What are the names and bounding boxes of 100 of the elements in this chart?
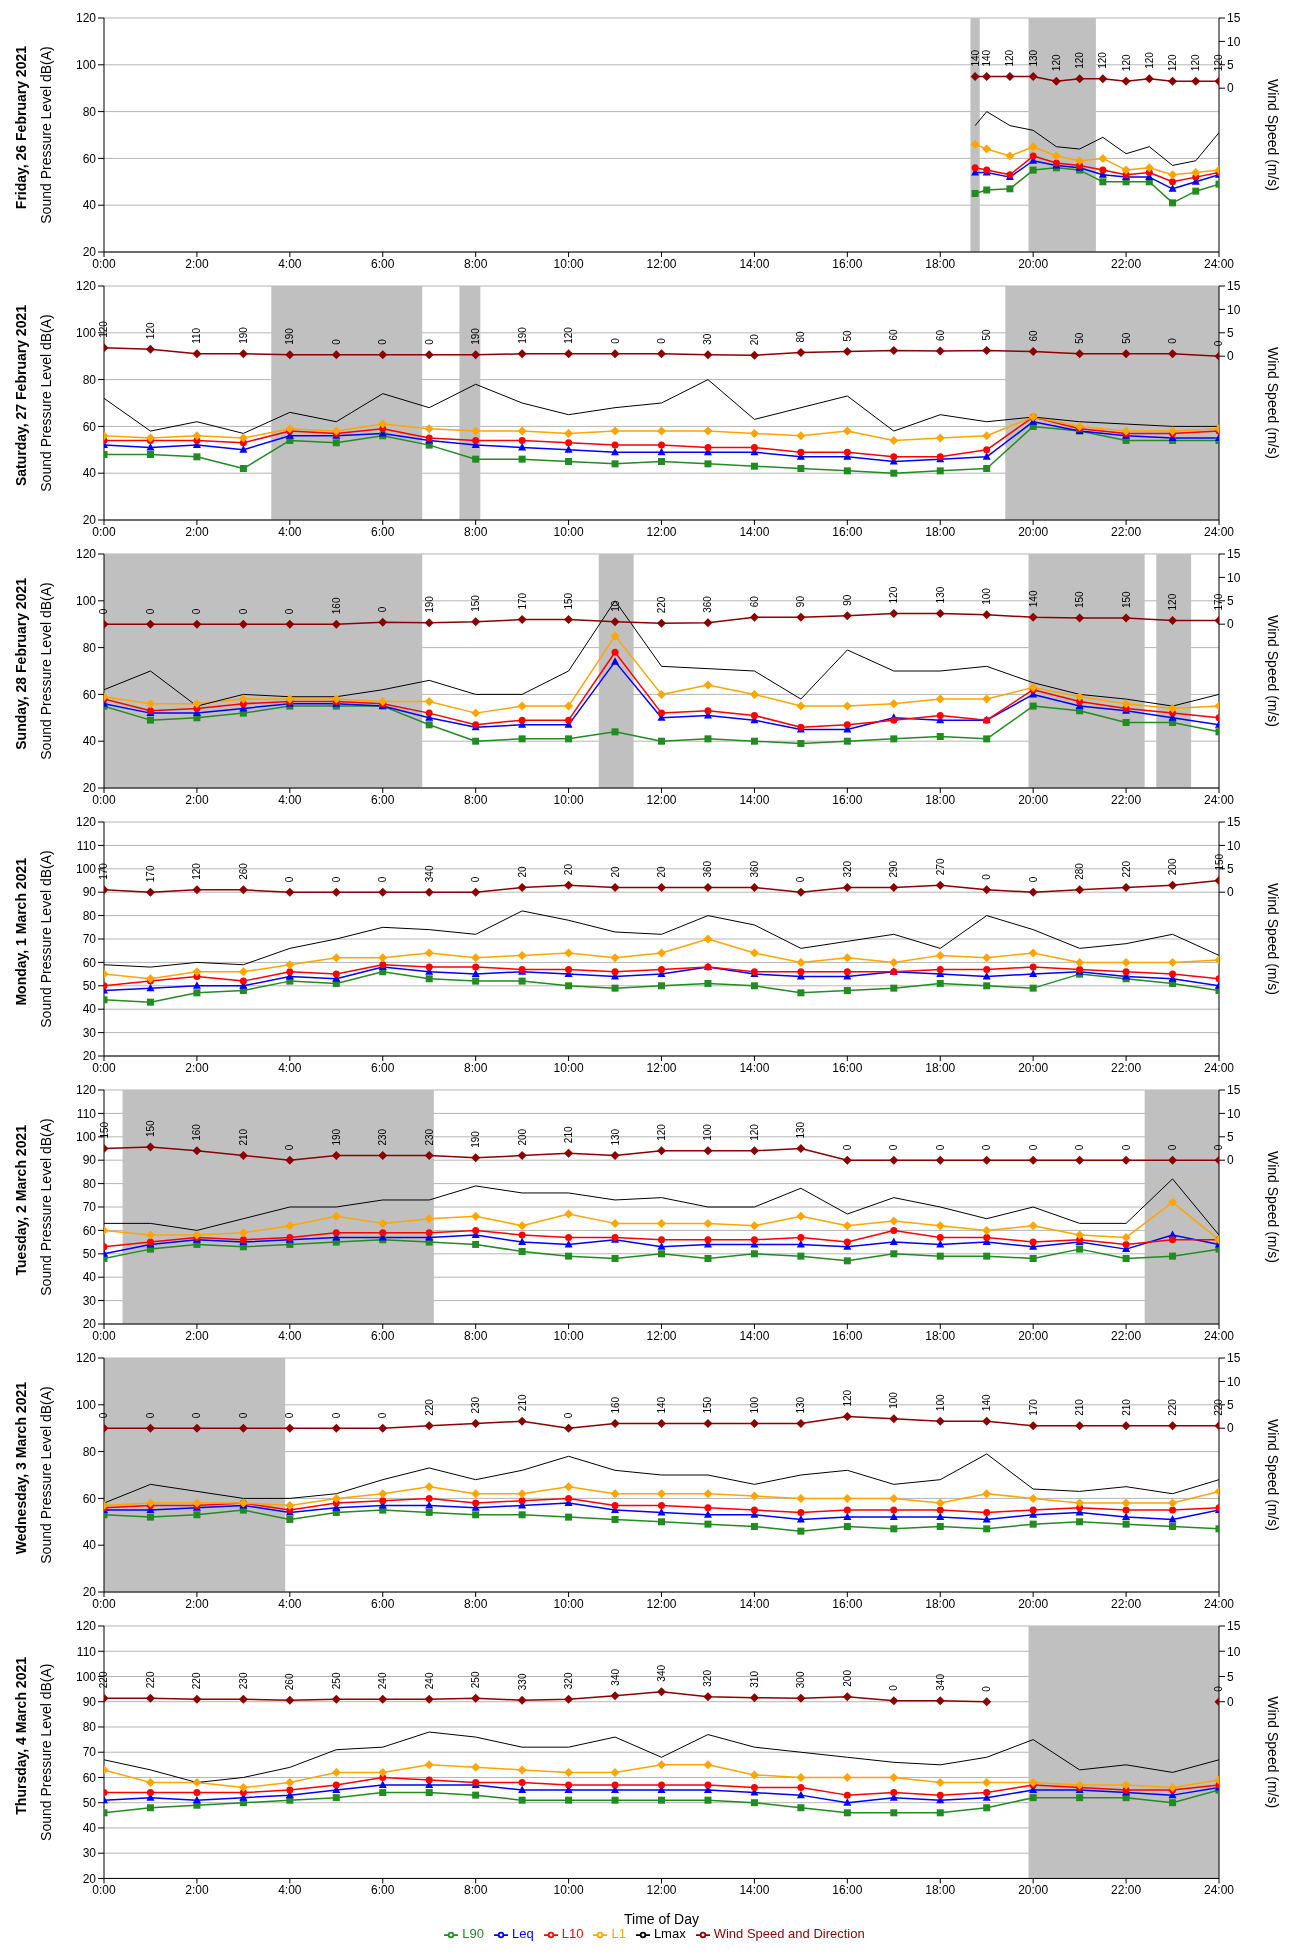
x-tick-label: 4:00: [278, 1328, 302, 1343]
legend-label: Lmax: [653, 1926, 686, 1942]
y2-tick-label: 10: [1227, 1106, 1241, 1121]
annotation: 260: [237, 862, 249, 880]
x-tick-label: 14:00: [739, 1060, 770, 1075]
y-tick-label: 60: [82, 1223, 97, 1238]
x-tick-label: 4:00: [278, 256, 302, 271]
x-tick-label: 20:00: [1018, 524, 1049, 539]
annotation: 0: [330, 338, 342, 345]
annotation: 90: [841, 594, 853, 606]
annotation: 200: [516, 1128, 528, 1146]
y-tick-label: 80: [82, 640, 97, 655]
y2-tick-label: 10: [1227, 1644, 1241, 1659]
x-tick-label: 16:00: [832, 1596, 863, 1611]
annotation: 100: [934, 1394, 946, 1412]
y-tick-label: 80: [82, 1444, 97, 1459]
annotation: 150: [702, 1396, 714, 1414]
x-tick-label: 6:00: [371, 1060, 395, 1075]
y-tick-label: 120: [75, 1619, 97, 1634]
annotation: 160: [191, 1123, 203, 1141]
x-tick-label: 22:00: [1111, 1596, 1142, 1611]
annotation: 190: [423, 595, 435, 613]
y2-tick-label: 5: [1227, 862, 1234, 877]
annotation: 50: [841, 329, 853, 342]
annotation: 0: [98, 1412, 110, 1419]
annotation: 120: [1143, 51, 1155, 69]
annotation: 240: [423, 1672, 435, 1690]
x-tick-label: 4:00: [278, 792, 302, 807]
annotation: 30: [702, 333, 714, 345]
annotation: 0: [981, 1685, 993, 1692]
x-tick-label: 8:00: [463, 256, 488, 271]
text: Friday, 26 February 2021: [13, 46, 29, 210]
annotation: 240: [377, 1672, 389, 1690]
annotation: 0: [237, 608, 249, 615]
x-tick-label: 12:00: [646, 524, 677, 539]
x-tick-label: 20:00: [1018, 1328, 1049, 1343]
annotation: 120: [191, 862, 203, 880]
y-tick-label: 60: [82, 1770, 97, 1785]
annotation: 0: [330, 1412, 342, 1419]
annotation: 0: [284, 1144, 296, 1151]
x-tick-label: 6:00: [371, 1328, 395, 1343]
x-tick-label: 20:00: [1018, 792, 1049, 807]
x-tick-label: 24:00: [1203, 1328, 1235, 1343]
annotation: 210: [563, 1126, 575, 1144]
annotation: 0: [795, 876, 807, 883]
legend-label: Wind Speed and Direction: [713, 1926, 865, 1942]
y-tick-label: 50: [82, 1795, 97, 1810]
legend-label: Leq: [512, 1926, 534, 1942]
annotation: 130: [934, 586, 946, 604]
annotation: 120: [1167, 593, 1179, 611]
annotation: 150: [1213, 853, 1225, 871]
y-tick-label: 50: [82, 979, 97, 994]
y2-tick-label: 5: [1227, 326, 1234, 341]
y2-tick-label: 10: [1227, 1374, 1241, 1389]
annotation: 150: [1074, 590, 1086, 609]
x-tick-label: 10:00: [553, 792, 584, 807]
x-tick-label: 22:00: [1111, 524, 1142, 539]
y-tick-label: 40: [82, 198, 97, 213]
x-tick-label: 18:00: [925, 1882, 956, 1897]
annotation: 220: [423, 1398, 435, 1416]
annotation: 150: [470, 594, 482, 612]
annotation: 20: [516, 865, 528, 878]
annotation: 200: [841, 1669, 853, 1687]
annotation: 220: [144, 1671, 156, 1689]
annotation: 320: [841, 860, 853, 878]
x-tick-label: 12:00: [646, 1060, 677, 1075]
y-tick-label: 110: [76, 838, 97, 853]
annotation: 120: [656, 1123, 667, 1141]
annotation: 170: [144, 865, 156, 883]
y-tick-label: 70: [82, 1745, 97, 1760]
annotation: 340: [934, 1673, 946, 1691]
y2-tick-label: 0: [1227, 1153, 1234, 1168]
y-tick-label: 60: [82, 151, 97, 166]
annotation: 320: [563, 1672, 575, 1690]
y2-tick-label: 0: [1227, 617, 1234, 632]
y-tick-label: 100: [75, 1669, 97, 1684]
x-tick-label: 14:00: [739, 1882, 770, 1897]
y2-tick-label: 10: [1227, 838, 1241, 853]
y-axis-title: Sound Pressure Level dB(A): [37, 46, 54, 224]
x-tick-label: 24:00: [1203, 1060, 1235, 1075]
annotation: 150: [144, 1119, 156, 1138]
annotation: 0: [284, 876, 296, 883]
x-tick-label: 2:00: [185, 792, 209, 807]
x-axis-title: Time of Day: [624, 1911, 699, 1928]
x-tick-label: 2:00: [185, 1328, 209, 1343]
annotation: 20: [656, 865, 667, 878]
annotation: 0: [423, 338, 435, 345]
y-tick-label: 40: [82, 1821, 97, 1836]
x-tick-label: 10:00: [553, 1882, 584, 1897]
annotation: 110: [191, 327, 203, 344]
annotation: 0: [1167, 337, 1179, 344]
annotation: 190: [237, 326, 249, 344]
x-tick-label: 12:00: [646, 1882, 677, 1897]
y-tick-label: 90: [82, 1153, 97, 1168]
annotation: 360: [702, 860, 714, 878]
x-tick-label: 12:00: [646, 1596, 677, 1611]
annotation: 0: [377, 1412, 389, 1419]
x-tick-label: 16:00: [832, 792, 863, 807]
y2-tick-label: 0: [1227, 349, 1234, 364]
x-tick-label: 20:00: [1018, 256, 1049, 271]
